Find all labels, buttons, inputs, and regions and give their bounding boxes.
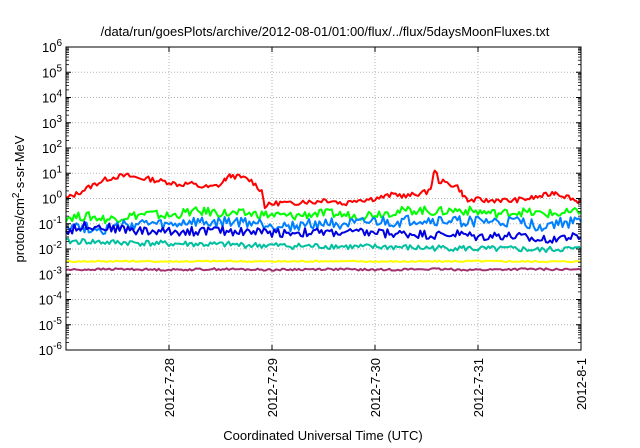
y-axis: 10-6 10-5 10-4 10-3 10-2 10-1 100 101 102 103 104 1… bbox=[39, 38, 581, 358]
x-tick-label: 2012-7-29 bbox=[265, 358, 280, 417]
y-tick-label: 106 bbox=[42, 38, 62, 55]
y-tick-label: 10-5 bbox=[39, 316, 63, 333]
x-tick-label: 2012-7-28 bbox=[162, 358, 177, 417]
x-tick-label: 2012-7-31 bbox=[471, 358, 486, 417]
series-line-6 bbox=[65, 259, 582, 264]
x-axis-title: Coordinated Universal Time (UTC) bbox=[223, 428, 422, 443]
y-tick-label: 10-1 bbox=[39, 215, 63, 232]
y-axis-title: protons/cm2-s-sr-MeV bbox=[11, 135, 27, 262]
x-tick-label: 2012-8-1 bbox=[574, 358, 589, 410]
y-tick-label: 103 bbox=[42, 114, 62, 131]
y-tick-label: 10-3 bbox=[39, 265, 63, 282]
x-axis: 2012-7-28 2012-7-29 2012-7-30 2012-7-31 2012… bbox=[162, 47, 589, 417]
x-tick-label: 2012-7-30 bbox=[368, 358, 383, 417]
y-tick-label: 100 bbox=[42, 190, 62, 207]
series-line-3 bbox=[65, 214, 582, 236]
chart-title: /data/run/goesPlots/archive/2012-08-01/0… bbox=[101, 24, 550, 39]
y-tick-label: 10-6 bbox=[39, 341, 63, 358]
series-line-1 bbox=[65, 169, 581, 210]
y-tick-label: 105 bbox=[42, 63, 62, 80]
series-line-4 bbox=[65, 220, 582, 244]
series-line-2 bbox=[65, 205, 582, 225]
series-group bbox=[65, 169, 582, 272]
series-line-5 bbox=[65, 237, 582, 254]
y-tick-label: 104 bbox=[42, 89, 62, 106]
series-line-7 bbox=[65, 267, 582, 272]
y-tick-label: 102 bbox=[42, 139, 62, 156]
y-tick-label: 101 bbox=[42, 164, 62, 181]
y-tick-label: 10-2 bbox=[39, 240, 63, 257]
y-tick-label: 10-4 bbox=[39, 291, 63, 308]
